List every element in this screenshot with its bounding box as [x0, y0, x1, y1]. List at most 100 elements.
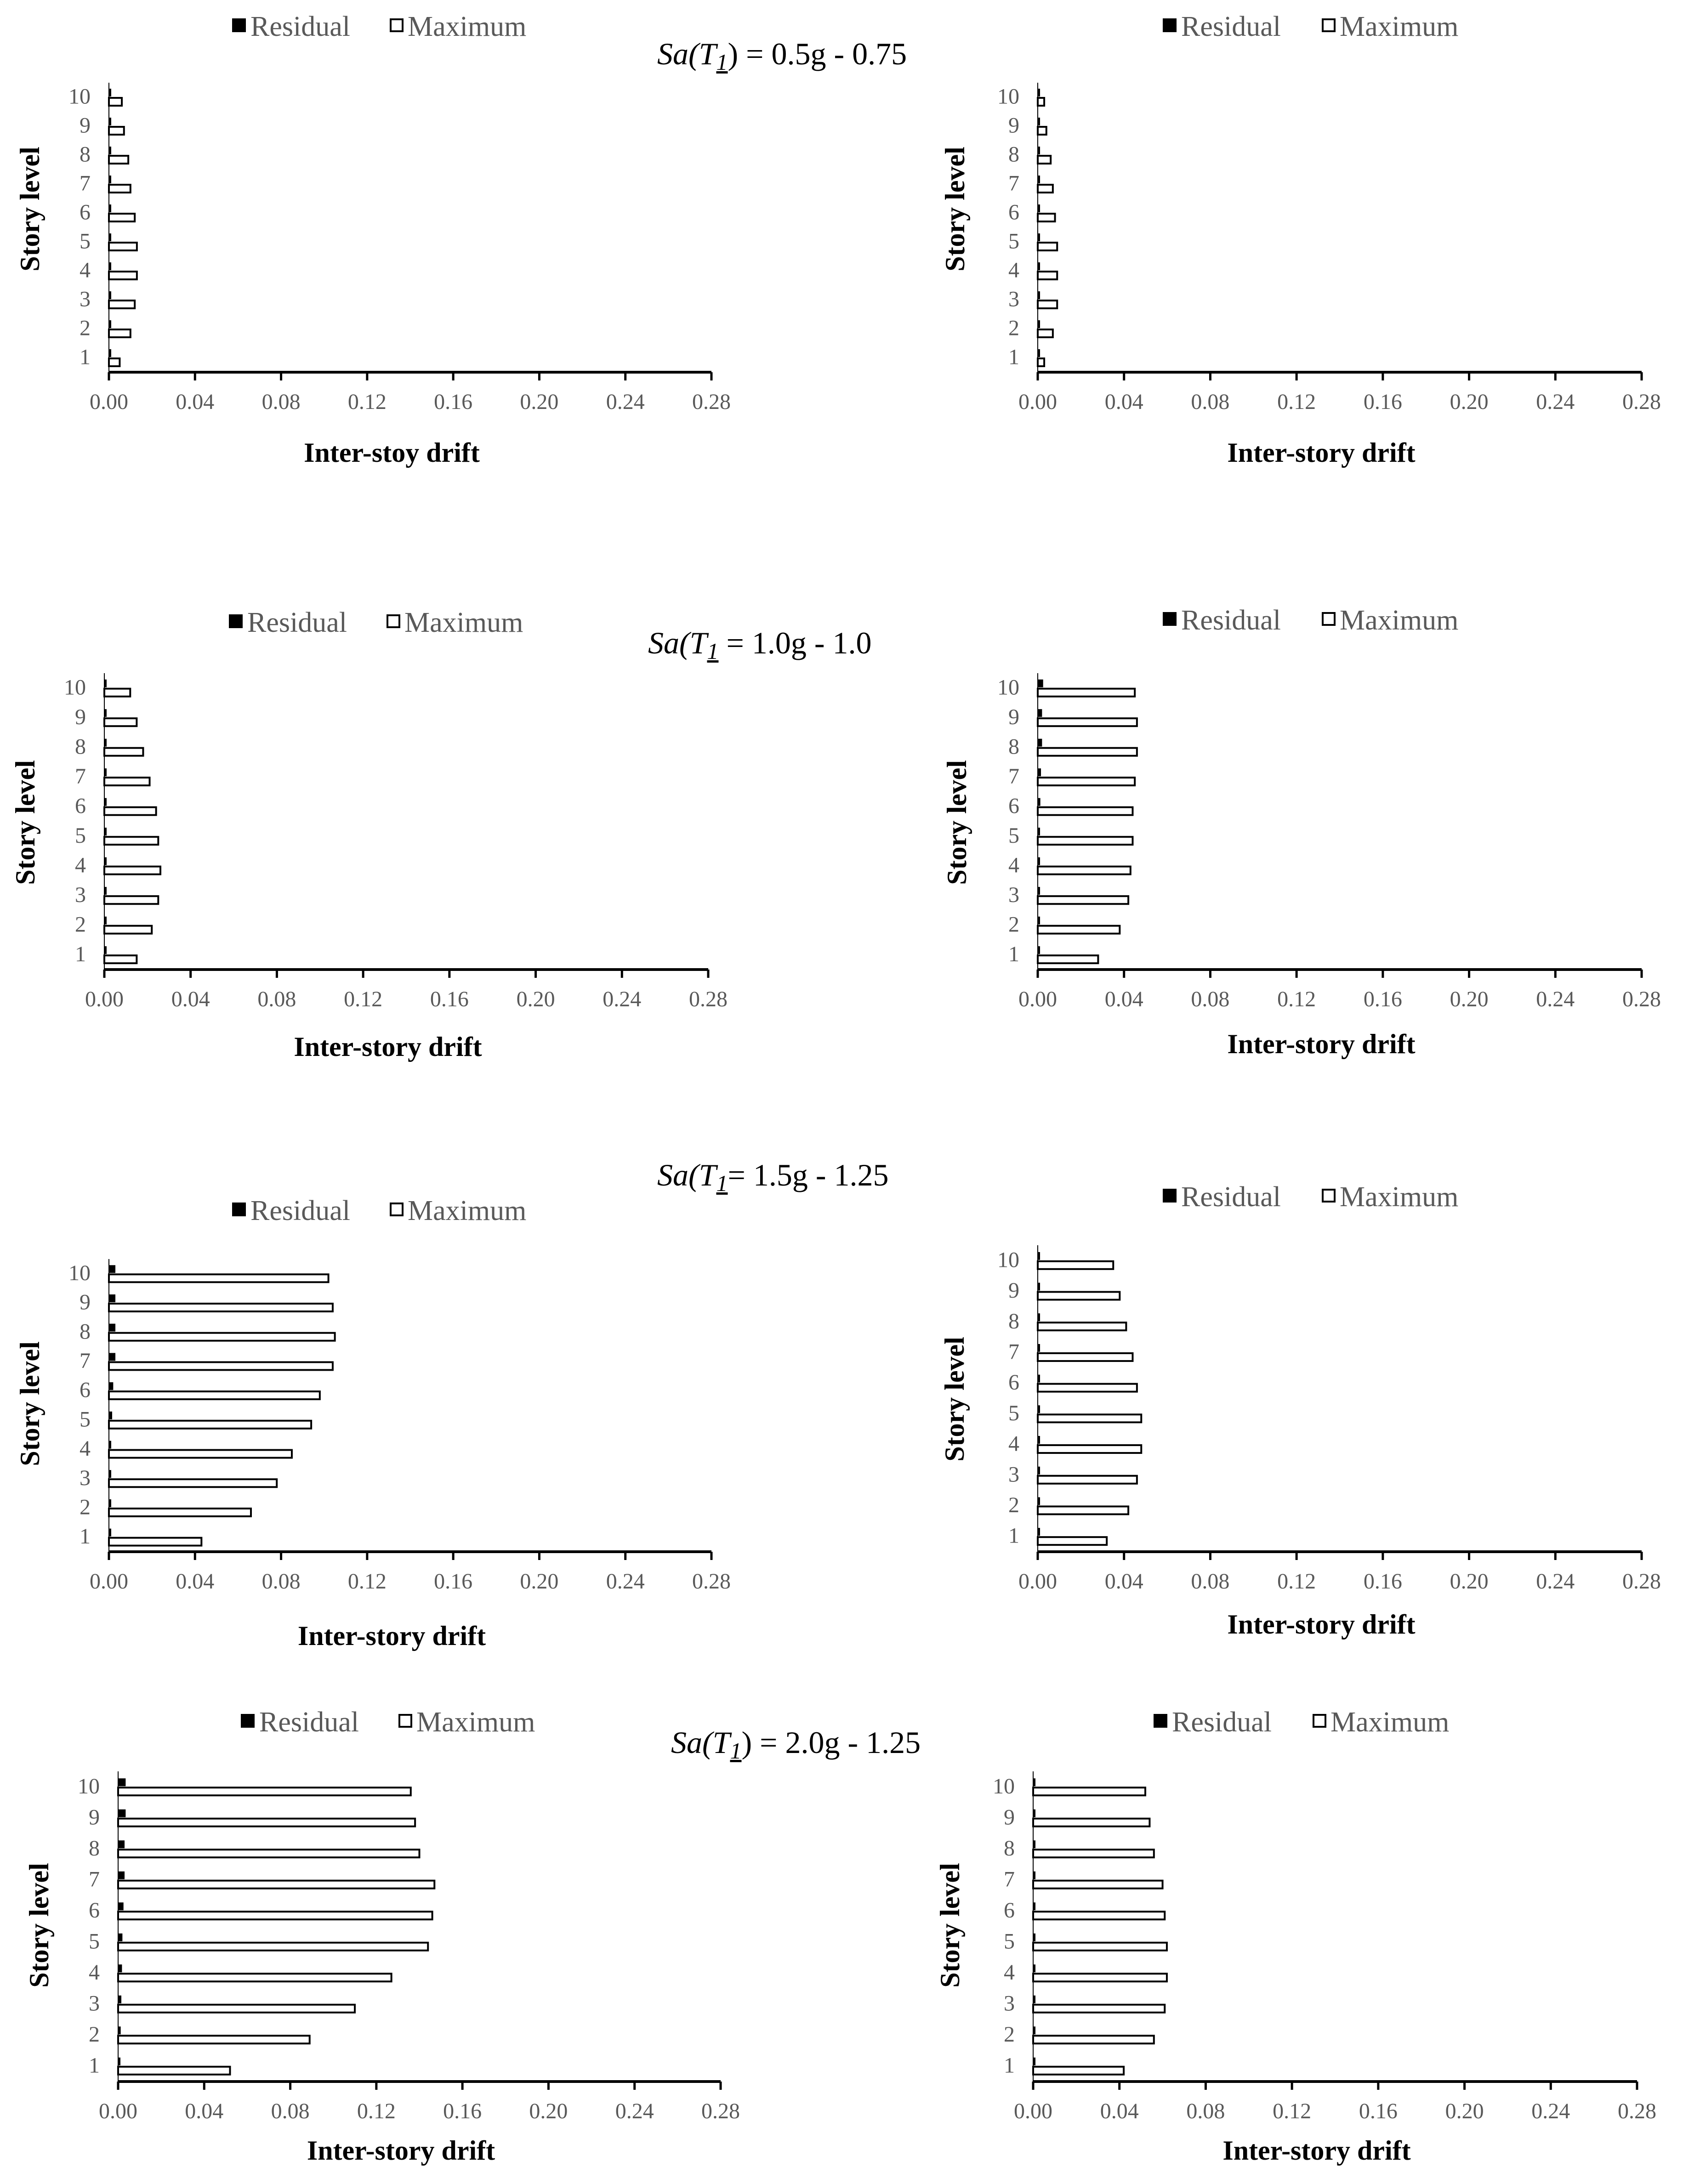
- bar-residual-story-2: [104, 916, 107, 925]
- x-tick-label: 0.28: [1622, 1569, 1661, 1594]
- legend-swatch-residual: [232, 1203, 246, 1216]
- title-suffix: = 1.0g - 1.0: [718, 625, 871, 660]
- bar-residual-story-5: [1038, 233, 1040, 241]
- y-tick-label: 6: [1008, 1370, 1019, 1395]
- bar-maximum-story-9: [1037, 126, 1047, 136]
- y-tick-label: 8: [1008, 142, 1019, 167]
- bar-residual-story-6: [109, 1382, 114, 1390]
- bar-maximum-story-2: [1037, 1505, 1130, 1515]
- x-tick-label: 0.24: [1531, 2099, 1570, 2123]
- legend-label-maximum: Maximum: [1340, 11, 1458, 42]
- y-tick-label: 2: [75, 912, 86, 936]
- x-tick-label: 0.16: [434, 1569, 472, 1594]
- y-tick-label: 9: [1008, 1278, 1019, 1303]
- bar-maximum-story-8: [117, 1849, 421, 1859]
- x-tick-label: 0.00: [1018, 1569, 1057, 1594]
- x-tick-label: 0.00: [85, 987, 124, 1011]
- legend-swatch-maximum: [1322, 1189, 1336, 1203]
- x-tick-label: 0.16: [443, 2099, 482, 2123]
- bar-residual-story-6: [1038, 1374, 1040, 1383]
- y-axis-label: Story level: [15, 1341, 45, 1466]
- x-tick-label: 0.00: [1018, 987, 1057, 1011]
- bar-maximum-story-10: [103, 687, 131, 698]
- y-tick-label: 9: [75, 705, 86, 729]
- bar-maximum-story-2: [1032, 2035, 1155, 2045]
- bar-residual-story-3: [1038, 887, 1040, 895]
- x-tick-label: 0.24: [1536, 390, 1575, 414]
- chart-title: Sa(T1) = 0.5g - 0.75: [657, 36, 907, 75]
- y-tick-label: 2: [80, 316, 91, 340]
- bar-maximum-story-3: [103, 895, 159, 905]
- bar-residual-story-2: [109, 1499, 111, 1507]
- y-tick-label: 9: [1008, 113, 1019, 138]
- x-tick-label: 0.28: [1622, 987, 1661, 1011]
- legend-label-residual: Residual: [1172, 1707, 1272, 1738]
- bar-maximum-story-2: [1037, 329, 1054, 338]
- y-tick-label: 8: [80, 1319, 91, 1344]
- bar-maximum-story-8: [1037, 155, 1052, 165]
- x-axis-label: Inter-story drift: [298, 1621, 486, 1651]
- x-tick-label: 0.08: [271, 2099, 310, 2123]
- x-axis-label: Inter-story drift: [1227, 437, 1415, 468]
- bar-residual-story-10: [109, 1265, 116, 1273]
- y-tick-label: 3: [89, 1991, 100, 2015]
- bar-residual-story-7: [109, 1353, 116, 1361]
- bar-maximum-story-1: [117, 2065, 231, 2076]
- legend-swatch-maximum: [1322, 18, 1336, 32]
- y-tick-label: 7: [75, 764, 86, 789]
- legend-label-residual: Residual: [259, 1707, 359, 1738]
- x-tick-label: 0.00: [1014, 2099, 1052, 2123]
- legend-label-maximum: Maximum: [408, 1195, 526, 1226]
- y-axis-label: Story level: [15, 147, 45, 272]
- y-tick-label: 3: [1008, 883, 1019, 907]
- x-tick-label: 0.08: [1186, 2099, 1225, 2123]
- bar-residual-story-10: [1033, 1778, 1035, 1787]
- bar-maximum-story-1: [1037, 357, 1046, 367]
- title-subscript: 1: [707, 638, 718, 664]
- y-tick-label: 9: [89, 1805, 100, 1829]
- legend-label-residual: Residual: [247, 607, 347, 638]
- y-tick-label: 2: [89, 2022, 100, 2047]
- x-tick-label: 0.00: [90, 390, 128, 414]
- y-tick-label: 9: [1004, 1805, 1015, 1829]
- bar-residual-story-4: [1038, 857, 1040, 865]
- bar-residual-story-5: [104, 828, 107, 836]
- y-tick-label: 5: [1004, 1929, 1015, 1953]
- bar-residual-story-6: [104, 798, 107, 806]
- y-tick-label: 4: [1004, 1960, 1015, 1985]
- y-tick-label: 1: [1008, 942, 1019, 966]
- bar-maximum-story-9: [1037, 1291, 1121, 1301]
- legend-label-residual: Residual: [1181, 605, 1281, 636]
- legend-swatch-maximum: [390, 18, 404, 32]
- bar-maximum-story-9: [117, 1817, 416, 1827]
- bar-maximum-story-3: [1032, 2003, 1166, 2014]
- bar-maximum-story-4: [108, 271, 138, 280]
- bar-residual-story-7: [109, 176, 111, 183]
- bar-maximum-story-9: [108, 126, 125, 136]
- x-tick-label: 0.20: [517, 987, 555, 1011]
- title-subscript: 1: [716, 1170, 728, 1196]
- bar-residual-story-7: [118, 1871, 125, 1879]
- bar-residual-story-3: [1038, 1466, 1040, 1475]
- y-tick-label: 2: [1008, 912, 1019, 936]
- legend-swatch-residual: [232, 18, 246, 32]
- bar-residual-story-4: [109, 262, 111, 270]
- bar-residual-story-9: [109, 1294, 116, 1303]
- y-tick-label: 6: [1008, 200, 1019, 225]
- bar-residual-story-1: [109, 349, 111, 357]
- bar-residual-story-7: [1038, 176, 1040, 183]
- bar-residual-story-8: [1038, 147, 1040, 154]
- bar-maximum-story-10: [1037, 687, 1136, 698]
- bar-residual-story-7: [1038, 768, 1041, 777]
- legend-swatch-maximum: [1313, 1714, 1326, 1728]
- bar-residual-story-3: [109, 291, 111, 299]
- bar-maximum-story-8: [1037, 1322, 1127, 1332]
- y-axis-label: Story level: [942, 760, 972, 885]
- x-tick-label: 0.12: [1273, 2099, 1311, 2123]
- x-tick-label: 0.28: [1622, 390, 1661, 414]
- y-tick-label: 6: [75, 794, 86, 818]
- y-tick-label: 8: [1004, 1836, 1015, 1861]
- bar-residual-story-7: [1038, 1344, 1040, 1352]
- x-tick-label: 0.08: [1191, 987, 1229, 1011]
